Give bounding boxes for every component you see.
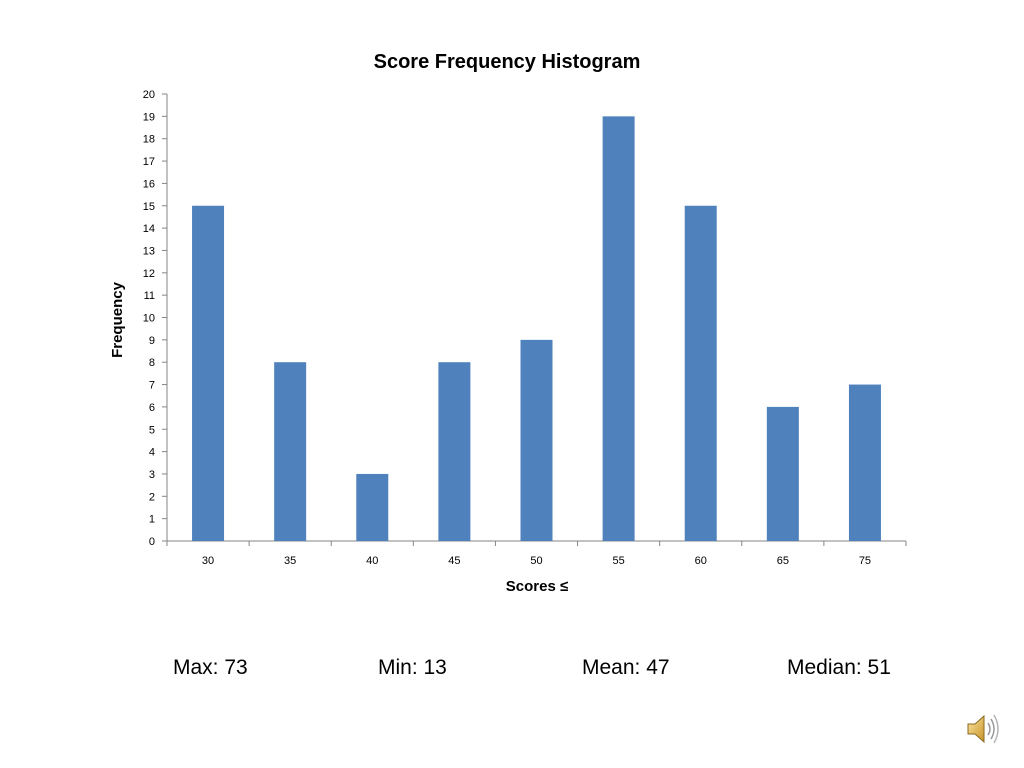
- x-tick-label: 45: [448, 555, 460, 567]
- chart-bars: [192, 116, 881, 541]
- x-tick-label: 75: [859, 555, 871, 567]
- chart-title: Score Frequency Histogram: [374, 51, 641, 73]
- bar-40: [356, 473, 389, 541]
- histogram-chart: Score Frequency Histogram 01234567891011…: [109, 51, 907, 595]
- x-tick-label: 65: [777, 555, 789, 567]
- bar-65: [766, 406, 799, 541]
- x-tick-label: 35: [284, 555, 296, 567]
- y-tick-label: 11: [144, 290, 155, 302]
- bar-30: [192, 205, 225, 541]
- y-tick-label: 0: [149, 536, 155, 548]
- y-tick-label: 5: [149, 424, 155, 436]
- stat-min: Min: 13: [378, 656, 447, 679]
- stat-mean: Mean: 47: [582, 656, 670, 679]
- y-tick-label: 10: [143, 313, 155, 325]
- y-tick-label: 7: [149, 380, 155, 392]
- x-tick-label: 55: [612, 555, 624, 567]
- y-tick-label: 6: [149, 402, 155, 414]
- y-tick-label: 14: [143, 223, 155, 235]
- y-tick-label: 15: [143, 201, 155, 213]
- x-tick-label: 50: [530, 555, 542, 567]
- bar-45: [438, 362, 471, 541]
- x-axis-label: Scores ≤: [506, 578, 568, 595]
- bar-55: [602, 116, 635, 541]
- bar-35: [274, 362, 307, 541]
- y-tick-label: 16: [143, 178, 155, 190]
- y-tick-label: 19: [143, 111, 155, 123]
- y-tick-label: 20: [143, 89, 155, 101]
- y-tick-label: 4: [149, 447, 155, 459]
- y-tick-label: 3: [149, 469, 155, 481]
- y-tick-label: 2: [149, 491, 155, 503]
- bar-60: [684, 205, 717, 541]
- y-tick-label: 13: [143, 245, 155, 257]
- x-tick-label: 30: [202, 555, 214, 567]
- stat-median: Median: 51: [787, 656, 891, 679]
- x-tick-labels: 30 35 40 45 50 55 60 65 75: [202, 555, 871, 567]
- x-tick-label: 60: [695, 555, 707, 567]
- bar-75: [848, 384, 881, 541]
- y-tick-label: 1: [149, 514, 155, 526]
- y-tick-label: 8: [149, 357, 155, 369]
- stat-max: Max: 73: [173, 656, 248, 679]
- y-tick-label: 18: [143, 134, 155, 146]
- speaker-icon[interactable]: [966, 712, 1002, 746]
- y-axis-label: Frequency: [109, 281, 126, 358]
- y-tick-label: 9: [149, 335, 155, 347]
- y-tick-label: 17: [143, 156, 155, 168]
- x-tick-label: 40: [366, 555, 378, 567]
- bar-50: [520, 339, 553, 541]
- y-tick-label: 12: [143, 268, 155, 280]
